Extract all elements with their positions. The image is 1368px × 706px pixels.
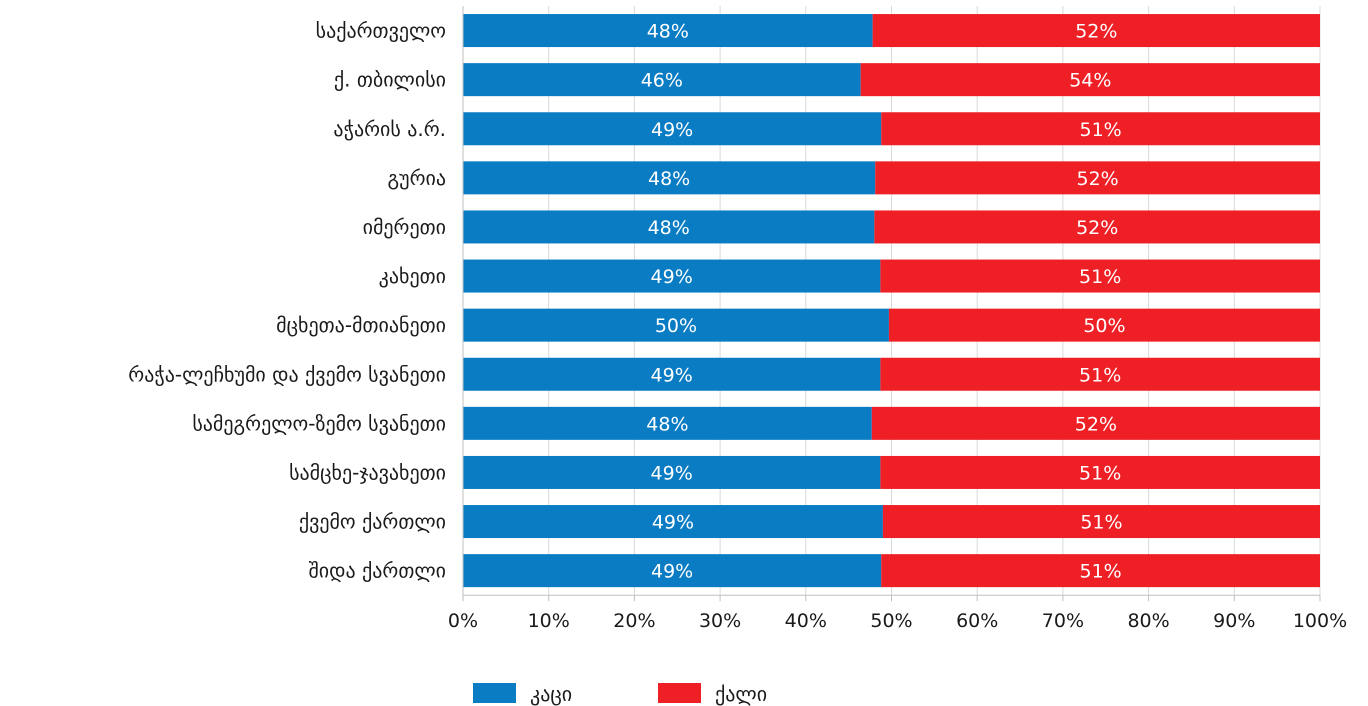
data-label: 52% [1076,217,1118,239]
data-label: 52% [1075,413,1117,435]
x-tick-label: 50% [870,610,912,632]
x-tick-label: 80% [1127,610,1169,632]
chart-gridlines [548,6,1321,596]
bar-male [463,210,875,244]
bar-female [880,455,1320,489]
x-tick-label: 60% [956,610,998,632]
bar-female [880,357,1320,391]
bar-female [875,161,1320,195]
legend-label: ქალი [715,682,767,706]
bar-female [881,112,1320,146]
bar-male [463,259,881,293]
data-label: 48% [646,413,688,435]
category-label: სამცხე-ჯავახეთი [289,460,446,484]
category-label: სამეგრელო-ზემო სვანეთი [192,411,446,435]
bar-male [463,112,882,146]
x-axis: 0% 10% 20% 30% 40% 50% 60% 70% 80% 90% 100% [448,6,1347,632]
x-tick-label: 100% [1293,610,1347,632]
data-label: 54% [1069,70,1111,92]
data-label: 50% [655,315,697,337]
data-label: 51% [1079,364,1121,386]
bar-female [872,14,1320,48]
bar-male [463,161,876,195]
x-tick-label: 70% [1042,610,1084,632]
bar-female [882,505,1320,539]
data-label: 49% [652,512,694,534]
data-label: 52% [1075,21,1117,43]
data-label: 48% [648,168,690,190]
data-label: 51% [1079,266,1121,288]
data-label: 48% [648,217,690,239]
bar-female [881,554,1320,588]
legend-swatch-male [473,683,516,703]
data-label: 51% [1080,512,1122,534]
category-label: კახეთი [379,264,446,288]
bar-male [463,308,889,342]
bar-female [860,63,1320,97]
category-label: რაჭა-ლეჩხუმი და ქვემო სვანეთი [128,362,446,386]
legend-swatch-female [658,683,701,703]
x-tick-label: 20% [613,610,655,632]
x-tick-label: 0% [448,610,478,632]
category-label: ქვემო ქართლი [299,510,446,534]
legend: კაცი ქალი [473,682,767,706]
category-label: აჭარის ა.რ. [333,117,446,141]
bar-female [871,406,1320,440]
data-label: 48% [647,21,689,43]
bar-female [874,210,1320,244]
data-label: 52% [1076,168,1118,190]
category-labels: საქართველო ქ. თბილისი აჭარის ა.რ. გურია იმერ… [128,19,446,583]
data-label: 49% [651,119,693,141]
x-tick-label: 30% [699,610,741,632]
data-label: 46% [641,70,683,92]
category-label: ქ. თბილისი [334,68,446,92]
data-label: 49% [651,462,693,484]
data-label: 50% [1083,315,1125,337]
data-label: 49% [651,561,693,583]
data-label: 51% [1079,119,1121,141]
data-label: 49% [651,266,693,288]
data-label: 49% [651,364,693,386]
bar-male [463,14,873,48]
bar-male [463,455,881,489]
x-tick-label: 10% [528,610,570,632]
bar-male [463,505,883,539]
category-label: შიდა ქართლი [308,559,446,583]
x-tick-label: 40% [785,610,827,632]
bar-female [888,308,1320,342]
legend-label: კაცი [530,682,572,706]
category-label: იმერეთი [363,215,446,239]
category-label: გურია [388,166,447,190]
bar-male [463,357,881,391]
bar-female [880,259,1320,293]
bar-male [463,406,872,440]
category-label: საქართველო [316,19,446,43]
category-label: მცხეთა-მთიანეთი [276,313,446,337]
chart-bars: 48% 52% 46% 54% 49% 51% 48% 52% 48% 52% 49% 51% 50% 5… [463,14,1320,588]
x-tick-label: 90% [1213,610,1255,632]
bar-male [463,63,861,97]
bar-male [463,554,882,588]
data-label: 51% [1079,462,1121,484]
data-label: 51% [1079,561,1121,583]
